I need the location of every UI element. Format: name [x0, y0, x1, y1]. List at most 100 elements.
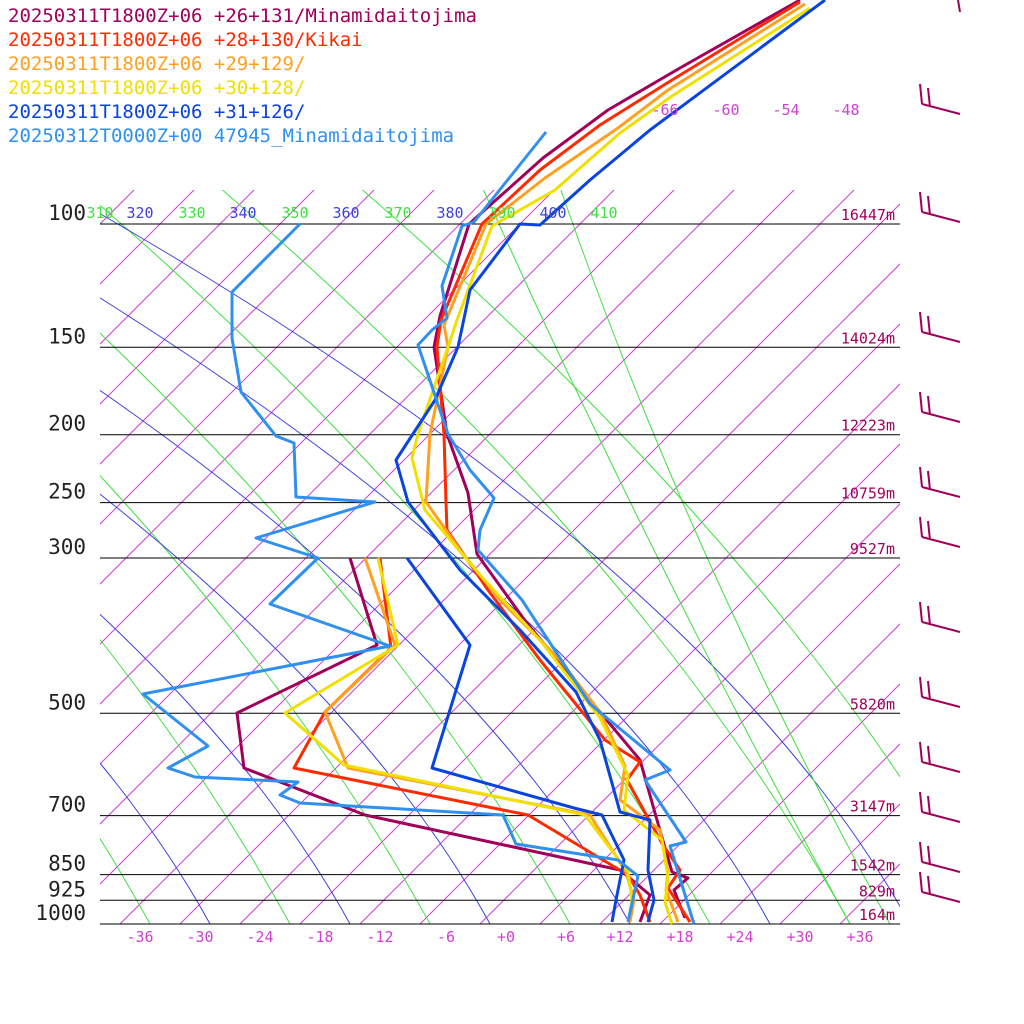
barb-flag — [919, 466, 923, 488]
wind-barb — [919, 871, 961, 903]
isotherm-line — [100, 190, 435, 525]
pressure-label: 300 — [48, 535, 86, 559]
x-tick-label: +0 — [497, 928, 515, 946]
dry-adiabat — [0, 164, 10, 924]
barb-flag — [927, 87, 931, 108]
mixing-ratio-label: -60 — [712, 101, 739, 119]
height-label: 1542m — [850, 857, 895, 875]
theta-label: 340 — [229, 204, 256, 222]
height-label: 164m — [859, 906, 895, 924]
barb-shaft — [921, 411, 961, 423]
isotherm-line — [779, 803, 900, 925]
mixing-ratio-label: -48 — [832, 101, 859, 119]
isotherm-line — [659, 683, 900, 925]
series-line — [283, 557, 634, 923]
moist-adiabat — [100, 493, 491, 925]
barb-shaft — [921, 103, 961, 115]
height-label: 12223m — [841, 417, 895, 435]
series-line — [432, 0, 801, 919]
barb-shaft — [921, 331, 961, 343]
x-tick-label: +30 — [786, 928, 813, 946]
legend-entry: 20250312T0000Z+00 47945_Minamidaitojima — [8, 125, 455, 147]
moist-adiabat — [100, 613, 351, 925]
isotherm-line — [539, 563, 900, 925]
wind-barb — [919, 601, 961, 633]
dry-adiabat — [483, 190, 851, 925]
barb-shaft — [921, 891, 961, 903]
barb-flag — [919, 601, 923, 623]
height-label: 3147m — [850, 798, 895, 816]
isotherm-line — [239, 263, 900, 925]
barb-flag — [927, 795, 931, 816]
series-line — [141, 222, 640, 923]
theta-label: 370 — [384, 204, 411, 222]
pressure-label: 925 — [48, 877, 86, 901]
pressure-label: 850 — [48, 852, 86, 876]
barb-flag — [919, 311, 923, 333]
height-label: 14024m — [841, 329, 895, 347]
isotherm-line — [479, 503, 900, 925]
barb-flag — [919, 391, 923, 413]
mixing-ratio-label: -54 — [772, 101, 799, 119]
wind-barb — [919, 466, 961, 498]
isotherm-line — [100, 190, 195, 285]
legend-entry: 20250311T1800Z+06 +26+131/Minamidaitojim… — [8, 5, 477, 27]
barb-flag — [919, 741, 923, 763]
pressure-label: 150 — [48, 324, 86, 348]
isotherm-line — [100, 190, 615, 705]
barb-shaft — [921, 861, 961, 873]
barb-shaft — [921, 761, 961, 773]
isotherm-line — [0, 164, 40, 924]
barb-shaft — [921, 811, 961, 823]
barb-shaft — [957, 0, 961, 13]
series-line — [235, 557, 652, 923]
isotherm-line — [100, 190, 375, 465]
theta-label: 320 — [126, 204, 153, 222]
theta-label: 330 — [178, 204, 205, 222]
dry-adiabat — [100, 638, 291, 925]
isotherm-line — [100, 190, 315, 405]
wind-barb — [919, 841, 961, 873]
barb-flag — [927, 315, 931, 336]
series-line — [410, 6, 811, 925]
x-tick-label: -18 — [306, 928, 333, 946]
barb-flag — [927, 745, 931, 766]
wind-barb — [919, 83, 961, 115]
height-label: 10759m — [841, 485, 895, 503]
barb-flag — [927, 845, 931, 866]
pressure-label: 250 — [48, 480, 86, 504]
x-tick-label: -30 — [186, 928, 213, 946]
moist-adiabat — [100, 389, 631, 925]
isotherm-line — [1020, 164, 1024, 924]
isotherm-line — [100, 190, 675, 765]
isotherm-line — [719, 743, 900, 925]
barb-shaft — [921, 536, 961, 548]
isotherm-line — [960, 164, 1024, 924]
height-label: 9527m — [850, 540, 895, 558]
legend-entry: 20250311T1800Z+06 +30+128/ — [8, 77, 306, 99]
barb-flag — [927, 470, 931, 491]
series-line — [424, 2, 806, 923]
isotherm-line — [359, 383, 900, 925]
barb-flag — [927, 520, 931, 541]
legend-entry: 20250311T1800Z+06 +31+126/ — [8, 101, 306, 123]
moist-adiabat — [100, 213, 900, 908]
pressure-label: 200 — [48, 412, 86, 436]
barb-shaft — [921, 486, 961, 498]
dry-adiabat — [221, 190, 851, 925]
series-line — [394, 0, 826, 923]
isotherm-line — [299, 323, 900, 925]
barb-flag — [919, 83, 923, 105]
pressure-label: 1000 — [35, 901, 86, 925]
x-tick-label: +18 — [666, 928, 693, 946]
barb-flag — [919, 676, 923, 698]
height-label: 829m — [859, 882, 895, 900]
barb-shaft — [921, 696, 961, 708]
theta-label: 310 — [86, 204, 113, 222]
x-tick-label: -24 — [246, 928, 273, 946]
legend-entry: 20250311T1800Z+06 +28+130/Kikai — [8, 29, 363, 51]
x-tick-label: -6 — [437, 928, 455, 946]
isotherm-line — [179, 203, 900, 925]
wind-barb — [919, 191, 961, 223]
pressure-label: 100 — [48, 201, 86, 225]
